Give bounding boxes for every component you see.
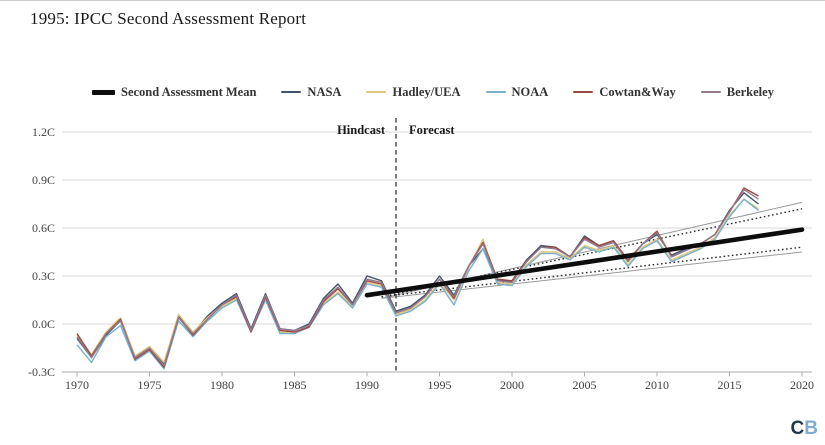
legend-label-second-assessment-mean: Second Assessment Mean: [121, 84, 257, 99]
x-tick-label: 1975: [138, 378, 162, 392]
x-tick-label: 2000: [500, 378, 524, 392]
legend-item-second-assessment-mean[interactable]: Second Assessment Mean: [92, 85, 256, 100]
x-tick-label: 2010: [645, 378, 669, 392]
series-line-berkeley: [76, 188, 759, 367]
legend-swatch-berkeley: [700, 90, 721, 94]
legend-swatch-nasa: [281, 90, 302, 94]
carbonbrief-logo[interactable]: CB: [791, 419, 818, 438]
series-line-hadley-uea: [76, 198, 759, 364]
y-tick-label: -0.3C: [28, 365, 55, 379]
legend-swatch-second-assessment-mean: [92, 89, 115, 95]
legend-item-hadley-uea[interactable]: Hadley/UEA: [366, 84, 461, 100]
x-tick-label: 1990: [355, 378, 379, 392]
legend-item-berkeley[interactable]: Berkeley: [700, 84, 774, 100]
logo-letter-c: C: [790, 418, 805, 439]
x-tick-label: 2005: [573, 378, 597, 392]
y-tick-label: 1.2C: [32, 125, 55, 139]
x-tick-label: 2020: [790, 378, 814, 392]
y-tick-label: 0.9C: [32, 173, 55, 187]
x-tick-label: 2015: [718, 378, 742, 392]
x-tick-label: 1970: [65, 378, 89, 392]
y-tick-label: 0.0C: [32, 317, 55, 331]
sar-mean-line: [364, 227, 805, 298]
logo-letter-b: B: [804, 418, 818, 439]
sar-range-dotted-line: [381, 246, 803, 298]
forecast-label: Forecast: [409, 123, 455, 137]
x-tick-label: 1995: [428, 378, 452, 392]
legend-label-berkeley: Berkeley: [726, 84, 774, 99]
legend-swatch-cowtan-way: [573, 90, 594, 94]
legend-label-nasa: NASA: [307, 84, 342, 99]
legend: Second Assessment Mean NASA Hadley/UEA NOAA…: [92, 84, 774, 100]
series-line-nasa: [76, 192, 759, 365]
series-line-noaa: [76, 198, 759, 370]
legend-label-hadley-uea: Hadley/UEA: [392, 84, 461, 99]
y-tick-label: 0.3C: [32, 269, 55, 283]
page-title: 1995: IPCC Second Assessment Report: [30, 9, 307, 28]
x-tick-label: 1985: [283, 378, 307, 392]
legend-label-noaa: NOAA: [511, 84, 549, 99]
legend-swatch-noaa: [485, 90, 506, 94]
legend-item-nasa[interactable]: NASA: [281, 85, 341, 100]
x-tick-label: 1980: [210, 378, 234, 392]
hindcast-label: Hindcast: [337, 123, 386, 137]
legend-swatch-hadley-uea: [366, 90, 387, 94]
legend-item-cowtan-way[interactable]: Cowtan&Way: [573, 84, 676, 100]
series-line-cowtan-way: [76, 187, 759, 368]
legend-label-cowtan-way: Cowtan&Way: [599, 84, 676, 99]
sar-range-gray-line: [381, 251, 803, 299]
y-tick-label: 0.6C: [32, 221, 55, 235]
legend-item-noaa[interactable]: NOAA: [485, 84, 549, 100]
